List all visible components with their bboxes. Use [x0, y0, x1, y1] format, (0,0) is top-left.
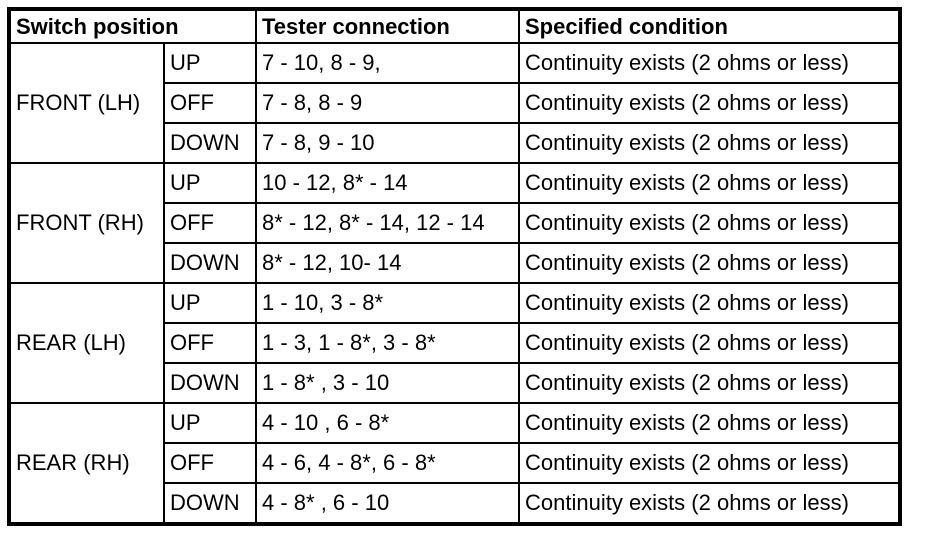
connection-cell: 8* - 12, 8* - 14, 12 - 14	[255, 202, 520, 244]
connection-cell: 4 - 10 , 6 - 8*	[255, 402, 520, 444]
header-tester-connection: Tester connection	[255, 8, 520, 44]
condition-cell: Continuity exists (2 ohms or less)	[518, 42, 901, 84]
table-row: OFF 8* - 12, 8* - 14, 12 - 14 Continuity…	[9, 202, 901, 244]
condition-cell: Continuity exists (2 ohms or less)	[518, 322, 901, 364]
table-row: REAR (LH) UP 1 - 10, 3 - 8* Continuity e…	[8, 282, 901, 404]
table-row: DOWN 7 - 8, 9 - 10 Continuity exists (2 …	[9, 122, 901, 164]
continuity-spec-table: Switch position Tester connection Specif…	[7, 7, 902, 526]
table-row: DOWN 4 - 8* , 6 - 10 Continuity exists (…	[9, 482, 901, 525]
position-cell: OFF	[163, 82, 257, 124]
group-label-front-lh: FRONT (LH)	[8, 42, 165, 164]
header-switch-position: Switch position	[8, 8, 257, 44]
group-label-front-rh: FRONT (RH)	[8, 162, 165, 284]
condition-cell: Continuity exists (2 ohms or less)	[518, 402, 901, 444]
position-cell: DOWN	[163, 362, 257, 404]
connection-cell: 4 - 6, 4 - 8*, 6 - 8*	[255, 442, 520, 484]
connection-cell: 10 - 12, 8* - 14	[255, 162, 520, 204]
continuity-spec-table-container: Switch position Tester connection Specif…	[7, 7, 902, 526]
connection-cell: 1 - 8* , 3 - 10	[255, 362, 520, 404]
position-cell: DOWN	[163, 482, 257, 525]
header-specified-condition: Specified condition	[518, 8, 901, 44]
condition-cell: Continuity exists (2 ohms or less)	[518, 282, 901, 324]
position-cell: UP	[163, 162, 257, 204]
position-cell: DOWN	[163, 122, 257, 164]
position-cell: UP	[163, 282, 257, 324]
connection-cell: 1 - 3, 1 - 8*, 3 - 8*	[255, 322, 520, 364]
table-row: OFF 7 - 8, 8 - 9 Continuity exists (2 oh…	[9, 82, 901, 124]
connection-cell: 7 - 8, 8 - 9	[255, 82, 520, 124]
table-row: DOWN 1 - 8* , 3 - 10 Continuity exists (…	[9, 362, 901, 404]
condition-cell: Continuity exists (2 ohms or less)	[518, 482, 901, 525]
position-cell: DOWN	[163, 242, 257, 284]
table-row: REAR (RH) UP 4 - 10 , 6 - 8* Continuity …	[8, 402, 901, 525]
position-cell: UP	[163, 42, 257, 84]
group-label-rear-lh: REAR (LH)	[8, 282, 165, 404]
condition-cell: Continuity exists (2 ohms or less)	[518, 442, 901, 484]
connection-cell: 8* - 12, 10- 14	[255, 242, 520, 284]
connection-cell: 1 - 10, 3 - 8*	[255, 282, 520, 324]
table-row: FRONT (LH) UP 7 - 10, 8 - 9, Continuity …	[8, 42, 901, 164]
table-row: OFF 1 - 3, 1 - 8*, 3 - 8* Continuity exi…	[9, 322, 901, 364]
condition-cell: Continuity exists (2 ohms or less)	[518, 202, 901, 244]
position-cell: OFF	[163, 442, 257, 484]
connection-cell: 4 - 8* , 6 - 10	[255, 482, 520, 525]
group-label-rear-rh: REAR (RH)	[8, 402, 165, 525]
header-row: Switch position Tester connection Specif…	[8, 8, 901, 44]
position-cell: OFF	[163, 202, 257, 244]
condition-cell: Continuity exists (2 ohms or less)	[518, 162, 901, 204]
connection-cell: 7 - 10, 8 - 9,	[255, 42, 520, 84]
table-row: DOWN 8* - 12, 10- 14 Continuity exists (…	[9, 242, 901, 284]
position-cell: OFF	[163, 322, 257, 364]
table-row: OFF 4 - 6, 4 - 8*, 6 - 8* Continuity exi…	[9, 442, 901, 484]
condition-cell: Continuity exists (2 ohms or less)	[518, 242, 901, 284]
table-row: FRONT (RH) UP 10 - 12, 8* - 14 Continuit…	[8, 162, 901, 284]
condition-cell: Continuity exists (2 ohms or less)	[518, 82, 901, 124]
condition-cell: Continuity exists (2 ohms or less)	[518, 362, 901, 404]
connection-cell: 7 - 8, 9 - 10	[255, 122, 520, 164]
condition-cell: Continuity exists (2 ohms or less)	[518, 122, 901, 164]
position-cell: UP	[163, 402, 257, 444]
